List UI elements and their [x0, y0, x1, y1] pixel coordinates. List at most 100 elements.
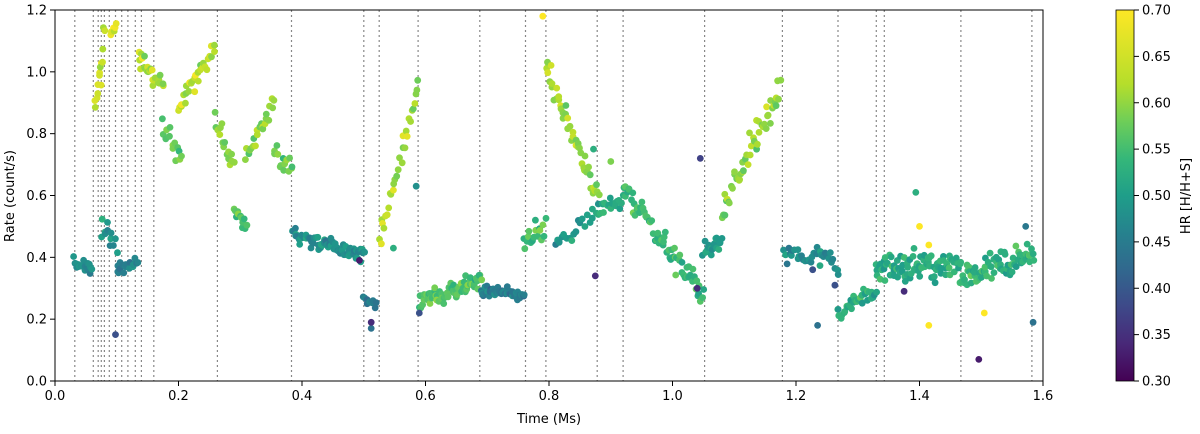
data-point — [591, 272, 599, 280]
data-point — [930, 273, 938, 280]
data-point — [394, 166, 402, 174]
data-point — [367, 318, 375, 326]
data-point — [240, 215, 248, 223]
data-point — [101, 27, 109, 35]
data-point — [398, 159, 406, 167]
data-point — [912, 189, 920, 196]
data-point — [414, 76, 422, 84]
data-point — [372, 299, 380, 306]
data-point — [606, 194, 614, 202]
data-point — [524, 233, 532, 241]
y-tick-label: 1.2 — [26, 4, 47, 19]
data-point — [725, 199, 733, 207]
data-point — [578, 215, 586, 223]
data-point — [775, 95, 782, 103]
colorbar-tick-label: 0.40 — [1142, 282, 1171, 297]
data-point — [883, 259, 891, 267]
data-point — [555, 238, 563, 246]
x-tick-label: 0.8 — [539, 389, 560, 404]
data-point — [280, 166, 288, 174]
data-point — [218, 120, 226, 127]
y-tick-label: 1.0 — [26, 65, 47, 80]
data-point — [925, 322, 933, 329]
data-point — [141, 52, 148, 60]
data-point — [185, 88, 193, 95]
data-point — [566, 122, 574, 130]
data-point — [380, 224, 388, 232]
data-point — [672, 271, 680, 279]
data-point — [990, 269, 998, 276]
data-point — [772, 102, 780, 110]
x-tick-label: 1.4 — [909, 389, 930, 404]
colorbar-tick-label: 0.55 — [1142, 143, 1171, 158]
data-point — [553, 84, 561, 92]
colorbar-tick-label: 0.50 — [1142, 189, 1171, 204]
data-point — [873, 288, 880, 296]
data-point — [754, 140, 761, 148]
y-tick-label: 0.4 — [26, 251, 47, 266]
data-point — [265, 116, 273, 124]
data-point — [987, 263, 995, 270]
data-point — [228, 150, 236, 158]
data-point — [88, 265, 96, 273]
data-point — [572, 228, 580, 236]
data-point — [536, 227, 544, 234]
data-point — [595, 191, 603, 199]
data-point — [540, 232, 548, 240]
data-point — [783, 260, 791, 268]
data-point — [629, 189, 637, 197]
data-point — [721, 211, 729, 219]
data-point — [583, 211, 591, 219]
data-point — [1008, 268, 1016, 276]
data-point — [211, 41, 218, 49]
data-point — [390, 186, 397, 194]
data-point — [995, 256, 1003, 263]
data-point — [98, 215, 106, 223]
data-point — [1001, 251, 1009, 258]
data-point — [166, 132, 173, 140]
data-point — [671, 244, 678, 252]
data-point — [736, 176, 743, 184]
data-point — [91, 104, 99, 111]
data-point — [826, 249, 834, 256]
data-point — [539, 12, 547, 20]
data-point — [314, 233, 322, 241]
data-point — [94, 90, 102, 97]
data-point — [148, 66, 156, 74]
data-point — [740, 167, 747, 175]
data-point — [807, 258, 815, 266]
data-point — [412, 182, 420, 190]
data-point — [431, 284, 439, 292]
data-point — [156, 71, 164, 79]
data-point — [909, 253, 917, 260]
data-point — [216, 131, 224, 139]
data-point — [166, 124, 174, 131]
data-point — [401, 144, 409, 152]
y-axis-ticks: 0.0 0.2 0.4 0.6 0.8 1.0 1.2 — [26, 4, 55, 390]
data-point — [794, 246, 802, 254]
data-point — [618, 199, 625, 207]
data-point — [834, 271, 842, 278]
data-point — [385, 204, 393, 212]
x-tick-label: 0.6 — [415, 389, 436, 404]
data-point — [542, 214, 550, 222]
colorbar-tick-label: 0.60 — [1142, 96, 1171, 111]
colorbar-tick-label: 0.70 — [1142, 4, 1171, 19]
data-point — [887, 253, 895, 261]
data-point — [699, 294, 706, 301]
data-point — [648, 217, 656, 225]
data-point — [809, 266, 817, 274]
data-point — [259, 125, 267, 133]
data-point — [831, 281, 839, 289]
data-point — [273, 142, 281, 149]
data-point — [562, 102, 570, 109]
data-point — [590, 145, 597, 153]
data-point — [444, 293, 452, 301]
data-point — [693, 284, 701, 292]
data-point — [607, 158, 615, 165]
data-point — [194, 77, 202, 85]
x-tick-label: 1.0 — [662, 389, 683, 404]
y-tick-label: 0.2 — [26, 313, 47, 328]
data-point — [309, 239, 317, 247]
data-point — [729, 184, 736, 192]
